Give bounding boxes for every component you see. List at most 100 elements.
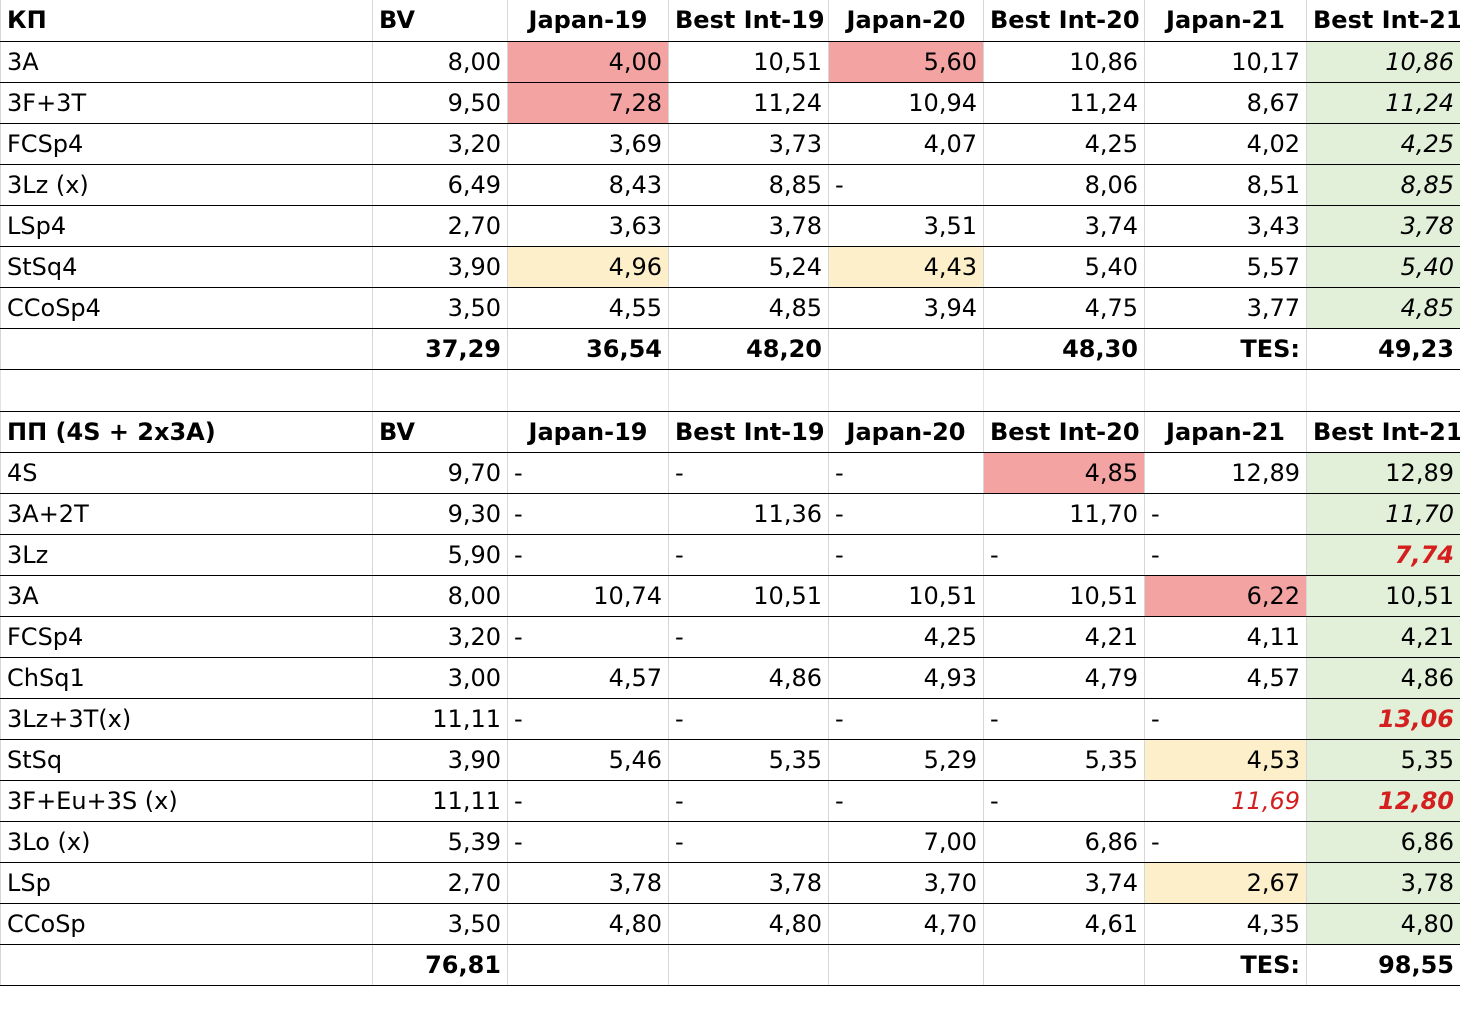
header-cell[interactable]: ПП (4S + 2x3A) [0, 411, 373, 453]
score-cell[interactable]: 10,86 [1306, 41, 1460, 83]
score-cell[interactable]: 5,90 [372, 534, 508, 576]
score-cell[interactable]: 3,00 [372, 657, 508, 699]
score-cell[interactable]: 11,24 [983, 82, 1145, 124]
score-cell[interactable]: 3,73 [668, 123, 829, 165]
element-cell[interactable]: 3Lz (x) [0, 164, 373, 206]
total-cell[interactable]: 98,55 [1306, 944, 1460, 986]
score-cell[interactable]: 3,50 [372, 903, 508, 945]
score-cell[interactable]: 6,86 [983, 821, 1145, 863]
score-cell[interactable]: 10,51 [828, 575, 984, 617]
score-cell[interactable]: 3,78 [507, 862, 669, 904]
score-cell[interactable]: 11,69 [1144, 780, 1307, 822]
score-cell[interactable]: 7,00 [828, 821, 984, 863]
header-cell[interactable]: Japan-21 [1144, 0, 1307, 42]
total-cell[interactable]: 76,81 [372, 944, 508, 986]
element-cell[interactable]: 3Lo (x) [0, 821, 373, 863]
score-cell[interactable]: 4,80 [1306, 903, 1460, 945]
score-cell[interactable]: 6,22 [1144, 575, 1307, 617]
score-cell[interactable]: - [828, 780, 984, 822]
total-cell[interactable] [828, 328, 984, 370]
score-cell[interactable]: 5,57 [1144, 246, 1307, 288]
score-cell[interactable]: 4,11 [1144, 616, 1307, 658]
score-cell[interactable]: 3,78 [1306, 862, 1460, 904]
score-cell[interactable]: 8,00 [372, 575, 508, 617]
header-cell[interactable]: Japan-20 [828, 0, 984, 42]
score-cell[interactable]: - [1144, 493, 1307, 535]
score-cell[interactable]: 8,43 [507, 164, 669, 206]
element-cell[interactable]: 3F+3T [0, 82, 373, 124]
score-cell[interactable]: 3,74 [983, 862, 1145, 904]
header-cell[interactable]: BV [372, 0, 508, 42]
score-cell[interactable]: 5,35 [668, 739, 829, 781]
score-cell[interactable]: 3,50 [372, 287, 508, 329]
score-cell[interactable]: 4,25 [1306, 123, 1460, 165]
score-cell[interactable]: 3,78 [668, 205, 829, 247]
score-cell[interactable]: 4,21 [983, 616, 1145, 658]
header-cell[interactable]: Japan-20 [828, 411, 984, 453]
score-cell[interactable]: - [668, 534, 829, 576]
score-cell[interactable]: 4,02 [1144, 123, 1307, 165]
score-cell[interactable]: 8,67 [1144, 82, 1307, 124]
element-cell[interactable]: StSq [0, 739, 373, 781]
header-cell[interactable]: Japan-19 [507, 411, 669, 453]
score-cell[interactable]: 9,50 [372, 82, 508, 124]
total-cell[interactable]: 36,54 [507, 328, 669, 370]
score-cell[interactable]: 3,74 [983, 205, 1145, 247]
score-cell[interactable]: 8,06 [983, 164, 1145, 206]
empty-cell[interactable] [507, 369, 669, 412]
score-cell[interactable]: - [828, 698, 984, 740]
score-cell[interactable]: 4,00 [507, 41, 669, 83]
total-cell[interactable] [828, 944, 984, 986]
score-cell[interactable]: 7,28 [507, 82, 669, 124]
score-cell[interactable]: 4,93 [828, 657, 984, 699]
score-cell[interactable]: 4,53 [1144, 739, 1307, 781]
element-cell[interactable]: 3Lz [0, 534, 373, 576]
score-cell[interactable]: 11,70 [983, 493, 1145, 535]
total-cell[interactable]: TES: [1144, 944, 1307, 986]
header-cell[interactable]: Best Int-19 [668, 411, 829, 453]
total-cell[interactable] [0, 328, 373, 370]
score-cell[interactable]: 6,86 [1306, 821, 1460, 863]
score-cell[interactable]: 4,07 [828, 123, 984, 165]
score-cell[interactable]: 3,94 [828, 287, 984, 329]
score-cell[interactable]: 3,78 [1306, 205, 1460, 247]
score-cell[interactable]: 11,24 [668, 82, 829, 124]
score-cell[interactable]: 3,43 [1144, 205, 1307, 247]
score-cell[interactable]: - [507, 698, 669, 740]
score-cell[interactable]: 8,85 [668, 164, 829, 206]
score-cell[interactable]: 8,00 [372, 41, 508, 83]
score-cell[interactable]: 4,85 [983, 452, 1145, 494]
empty-cell[interactable] [0, 369, 373, 412]
score-cell[interactable]: - [1144, 698, 1307, 740]
header-cell[interactable]: BV [372, 411, 508, 453]
empty-cell[interactable] [668, 369, 829, 412]
empty-cell[interactable] [1144, 369, 1307, 412]
score-cell[interactable]: 5,40 [983, 246, 1145, 288]
score-cell[interactable]: 8,85 [1306, 164, 1460, 206]
element-cell[interactable]: 3Lz+3T(x) [0, 698, 373, 740]
score-cell[interactable]: 4,85 [1306, 287, 1460, 329]
element-cell[interactable]: 3A+2T [0, 493, 373, 535]
empty-cell[interactable] [372, 369, 508, 412]
score-cell[interactable]: - [828, 534, 984, 576]
score-cell[interactable]: 3,77 [1144, 287, 1307, 329]
score-cell[interactable]: - [668, 452, 829, 494]
element-cell[interactable]: 3F+Eu+3S (x) [0, 780, 373, 822]
header-cell[interactable]: Best Int-20 [983, 0, 1145, 42]
score-cell[interactable]: 2,70 [372, 862, 508, 904]
score-cell[interactable]: 11,11 [372, 780, 508, 822]
score-cell[interactable]: - [507, 534, 669, 576]
score-cell[interactable]: 4,75 [983, 287, 1145, 329]
header-cell[interactable]: Best Int-20 [983, 411, 1145, 453]
score-cell[interactable]: 5,46 [507, 739, 669, 781]
score-cell[interactable]: 11,36 [668, 493, 829, 535]
score-cell[interactable]: - [668, 780, 829, 822]
score-cell[interactable]: 4,25 [828, 616, 984, 658]
score-cell[interactable]: - [828, 452, 984, 494]
element-cell[interactable]: LSp [0, 862, 373, 904]
score-cell[interactable]: 10,74 [507, 575, 669, 617]
total-cell[interactable]: 49,23 [1306, 328, 1460, 370]
score-cell[interactable]: 5,24 [668, 246, 829, 288]
score-cell[interactable]: 2,67 [1144, 862, 1307, 904]
score-cell[interactable]: 4,80 [668, 903, 829, 945]
